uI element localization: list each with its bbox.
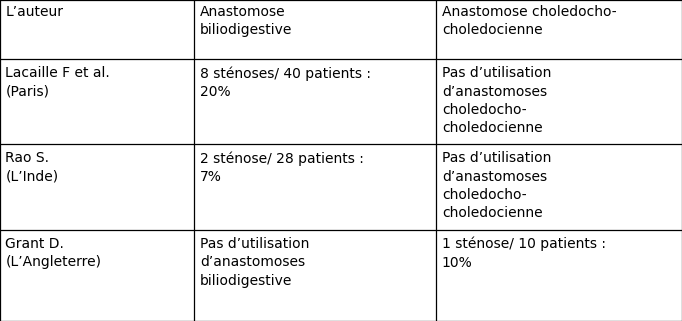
Text: Grant D.
(L’Angleterre): Grant D. (L’Angleterre) (5, 237, 102, 269)
Text: 1 sténose/ 10 patients :
10%: 1 sténose/ 10 patients : 10% (442, 237, 606, 270)
Text: 2 sténose/ 28 patients :
7%: 2 sténose/ 28 patients : 7% (200, 151, 364, 184)
Text: Lacaille F et al.
(Paris): Lacaille F et al. (Paris) (5, 66, 110, 99)
Text: Pas d’utilisation
d’anastomoses
choledocho-
choledocienne: Pas d’utilisation d’anastomoses choledoc… (442, 151, 551, 221)
Text: Anastomose choledocho-
choledocienne: Anastomose choledocho- choledocienne (442, 5, 617, 37)
Text: Pas d’utilisation
d’anastomoses
biliodigestive: Pas d’utilisation d’anastomoses biliodig… (200, 237, 309, 288)
Text: Anastomose
biliodigestive: Anastomose biliodigestive (200, 5, 292, 37)
Text: Pas d’utilisation
d’anastomoses
choledocho-
choledocienne: Pas d’utilisation d’anastomoses choledoc… (442, 66, 551, 135)
Text: Rao S.
(L’Inde): Rao S. (L’Inde) (5, 151, 59, 184)
Text: L’auteur: L’auteur (5, 5, 63, 19)
Text: 8 sténoses/ 40 patients :
20%: 8 sténoses/ 40 patients : 20% (200, 66, 371, 99)
